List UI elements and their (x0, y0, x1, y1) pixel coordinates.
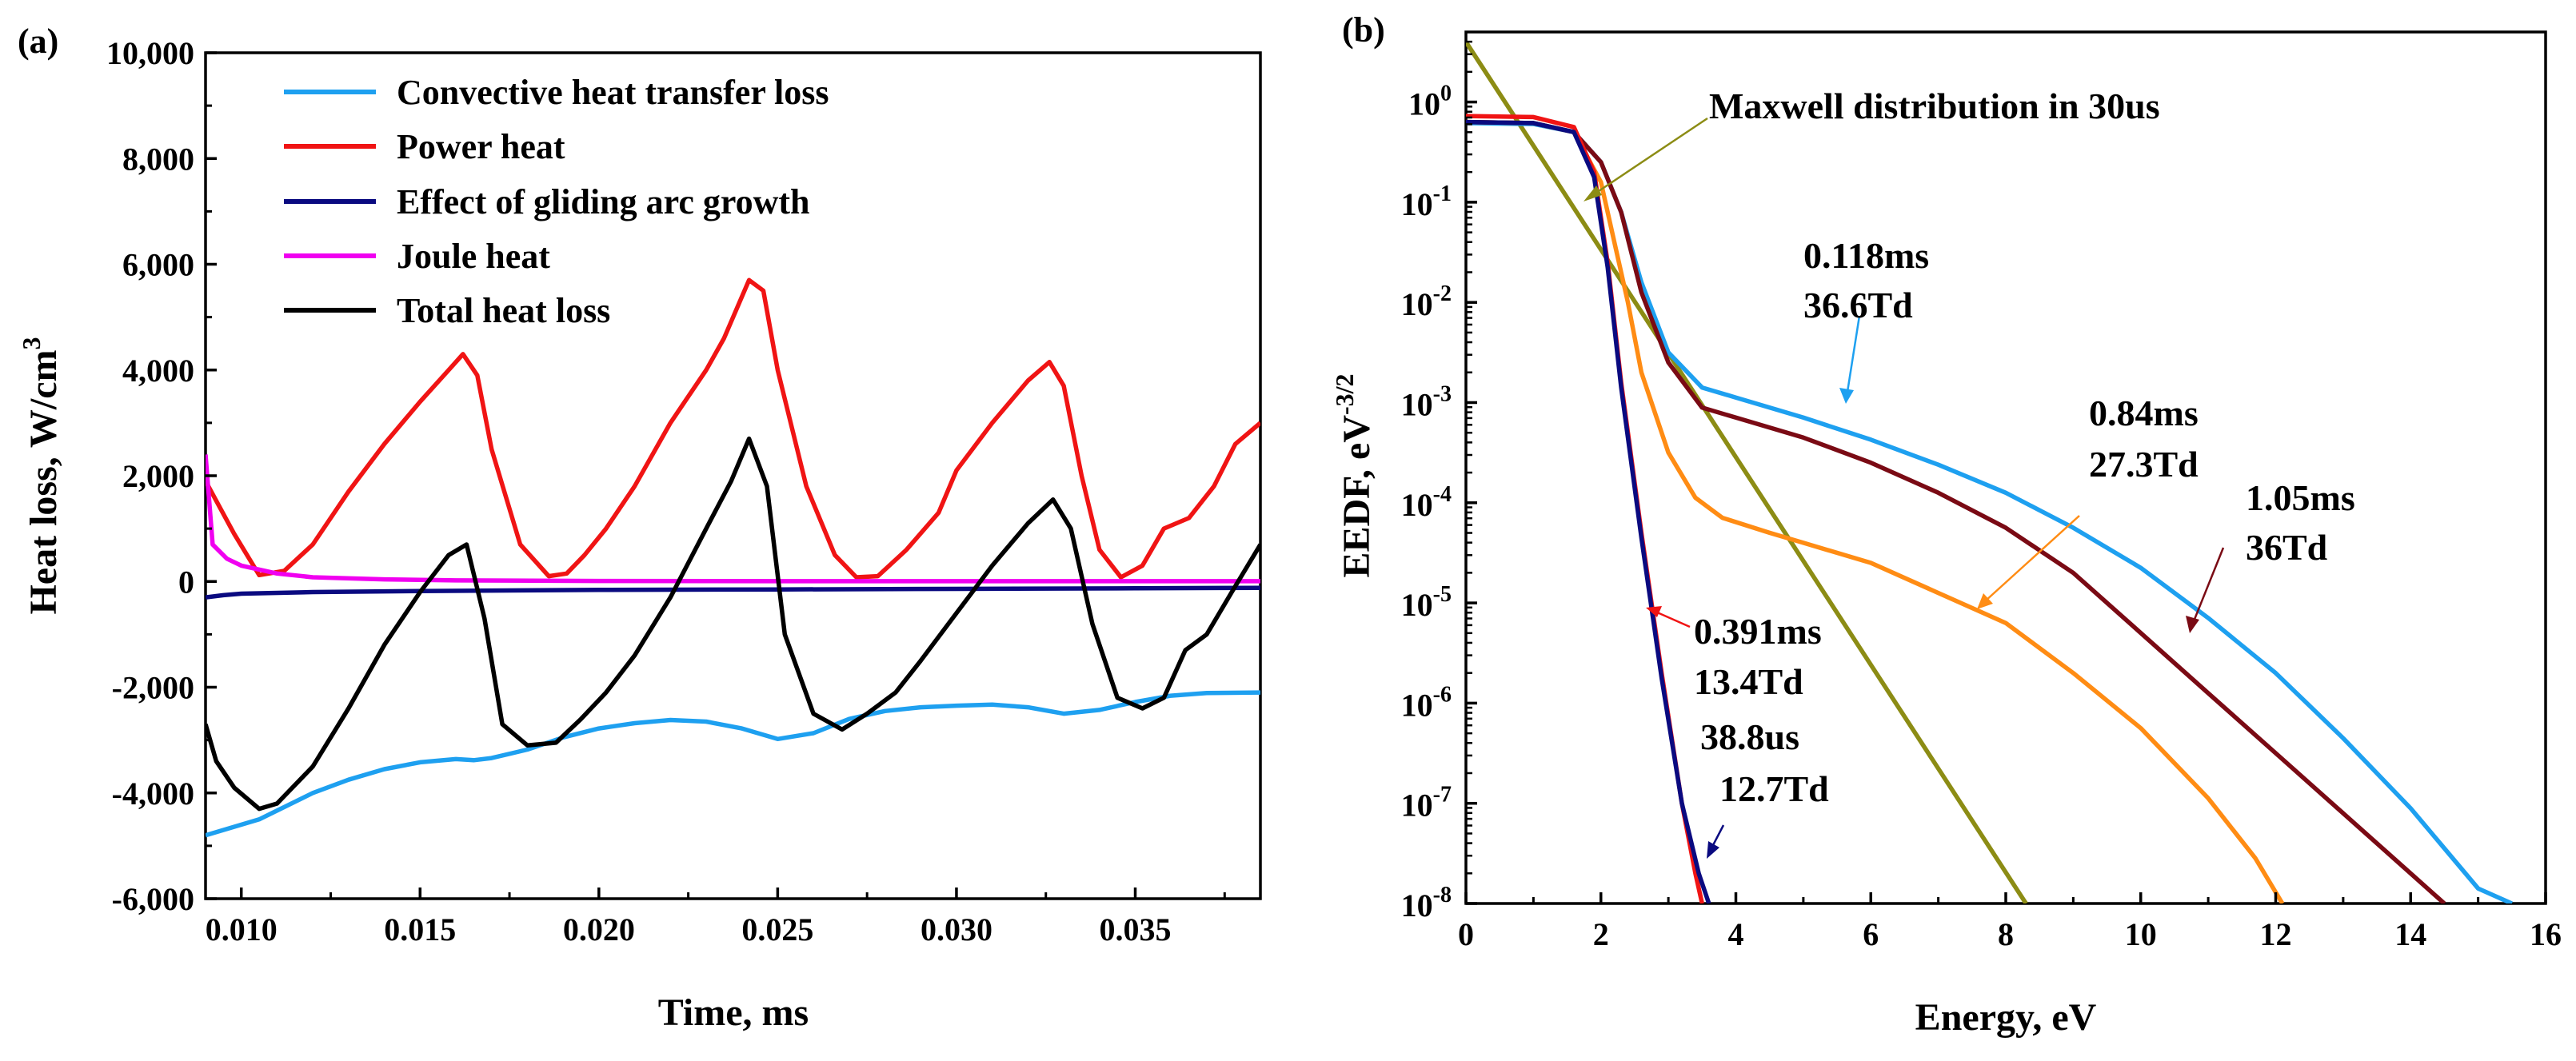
x-tick-label: 2 (1593, 916, 1609, 952)
y-tick-label: 10-3 (1401, 381, 1452, 422)
x-tick-label: 8 (1998, 916, 2014, 952)
y-tick-label: 8,000 (122, 141, 194, 177)
annotation-105ms-time: 1.05ms (2246, 477, 2355, 518)
arrowhead-388us (1707, 841, 1719, 859)
y-tick-label: 2,000 (122, 458, 194, 494)
annotation-0391ms-td: 13.4Td (1694, 661, 1803, 702)
x-tick-label: 6 (1863, 916, 1879, 952)
annotation-0118ms-td: 36.6Td (1803, 285, 1913, 325)
x-tick-label: 14 (2394, 916, 2426, 952)
y-tick-label: 10-6 (1401, 682, 1452, 723)
arrowhead-maxwell (1584, 185, 1602, 201)
series-line-total-heat-loss (206, 436, 1260, 812)
panel-b-x-axis-title: Energy, eV (1915, 996, 2097, 1039)
annotation-0118ms-time: 0.118ms (1803, 235, 1929, 276)
panel-b-y-axis-title: EEDF, eV-3/2 (1330, 373, 1378, 577)
annotation-maxwell: Maxwell distribution in 30us (1709, 86, 2160, 126)
annotation-0391ms-time: 0.391ms (1694, 611, 1822, 652)
panel-a-series (206, 277, 1260, 838)
y-tick-label: -6,000 (112, 881, 194, 917)
annotation-388us-time: 38.8us (1700, 716, 1799, 757)
y-tick-label: 10,000 (106, 35, 194, 71)
series-line-maxwell-distribution-in-30us (1466, 40, 2028, 903)
panel-b-x-ticks: 0 2 4 6 8 10 12 14 16 (1458, 892, 2562, 952)
panel-a-y-axis-title: Heat loss, W/cm3 (17, 337, 65, 614)
y-tick-label: 100 (1408, 82, 1452, 122)
legend-label-convective: Convective heat transfer loss (397, 73, 829, 112)
series-line-0-84ms-27-3td (1466, 119, 2285, 903)
panel-a-y-ticks: -6,000 -4,000 -2,000 0 2,000 4,000 6,000 8,000 1… (106, 35, 217, 917)
arrow-0391ms (1655, 610, 1691, 628)
series-line-effect-of-gliding-arc-growth (206, 585, 1260, 600)
panel-b-annotation-arrows (1584, 117, 2225, 859)
x-tick-label: 0.010 (206, 911, 278, 947)
arrowhead-0118ms (1839, 388, 1854, 404)
annotation-105ms-td: 36Td (2246, 527, 2328, 568)
legend-label-gliding-arc: Effect of gliding arc growth (397, 182, 810, 221)
series-line-1-05ms-36td (1466, 119, 2446, 903)
arrow-084ms (1984, 515, 2080, 602)
arrow-0118ms (1846, 315, 1861, 393)
panel-b: (b) 10010-110-210-310-410-510-610-710-8 … (1330, 10, 2562, 1039)
arrow-388us (1711, 824, 1725, 846)
legend-label-power-heat: Power heat (397, 127, 565, 166)
x-tick-label: 0.025 (741, 911, 813, 947)
legend-label-joule-heat: Joule heat (397, 237, 550, 276)
panel-b-label: (b) (1342, 10, 1385, 50)
x-tick-label: 0.035 (1100, 911, 1172, 947)
y-tick-label: 10-2 (1401, 281, 1452, 322)
y-tick-label: 10-7 (1401, 783, 1452, 824)
x-tick-label: 0.015 (384, 911, 456, 947)
y-tick-label: 10-5 (1401, 582, 1452, 623)
series-line-convective-heat-transfer-loss (206, 690, 1260, 838)
panel-a-x-ticks: 0.010 0.015 0.020 0.025 0.030 0.035 (206, 887, 1226, 947)
y-tick-label: -4,000 (112, 776, 194, 812)
panel-b-frame (1464, 30, 2547, 905)
x-tick-label: 0.020 (563, 911, 635, 947)
x-tick-label: 0 (1458, 916, 1474, 952)
panel-b-y-ticks: 100 10-1 10-2 10-3 10-4 10-5 10-6 10-7 10-8 (1401, 30, 1477, 923)
x-tick-label: 0.030 (921, 911, 992, 947)
series-line-power-heat (206, 277, 1260, 580)
annotation-084ms-time: 0.84ms (2089, 393, 2199, 433)
annotation-388us-td: 12.7Td (1719, 768, 1829, 809)
series-line-0-391ms-13-4td (1466, 114, 1704, 903)
arrowhead-084ms (1977, 593, 1993, 609)
legend-label-total-heat-loss: Total heat loss (397, 291, 610, 330)
arrowhead-105ms (2186, 616, 2199, 633)
panel-b-series (1466, 40, 2513, 903)
y-tick-label: 6,000 (122, 247, 194, 283)
x-tick-label: 16 (2530, 916, 2562, 952)
arrow-maxwell (1591, 117, 1708, 197)
y-tick-label: 10-4 (1401, 482, 1452, 523)
series-line-38-8us-12-7td (1466, 119, 1711, 903)
panel-a-label: (a) (18, 22, 58, 61)
y-tick-label: 10-1 (1401, 181, 1452, 222)
annotation-084ms-td: 27.3Td (2089, 444, 2199, 485)
y-tick-label: 10-8 (1401, 883, 1452, 923)
y-tick-label: 4,000 (122, 353, 194, 389)
y-tick-label: 0 (178, 564, 194, 600)
arrow-105ms (2192, 547, 2225, 622)
series-line-joule-heat (206, 454, 1260, 584)
panel-b-annotations: Maxwell distribution in 30us 0.118ms 36.… (1694, 86, 2355, 809)
panel-a-legend: Convective heat transfer loss Power heat… (284, 73, 829, 330)
x-tick-label: 12 (2260, 916, 2292, 952)
panel-a-x-axis-title: Time, ms (658, 991, 809, 1034)
y-tick-label: -2,000 (112, 670, 194, 706)
arrowhead-0391ms (1646, 606, 1662, 617)
panel-a: (a) -6,000 -4,000 -2,000 0 2,000 4,000 6,000 8,… (17, 22, 1262, 1034)
x-tick-label: 4 (1728, 916, 1744, 952)
x-tick-label: 10 (2125, 916, 2157, 952)
